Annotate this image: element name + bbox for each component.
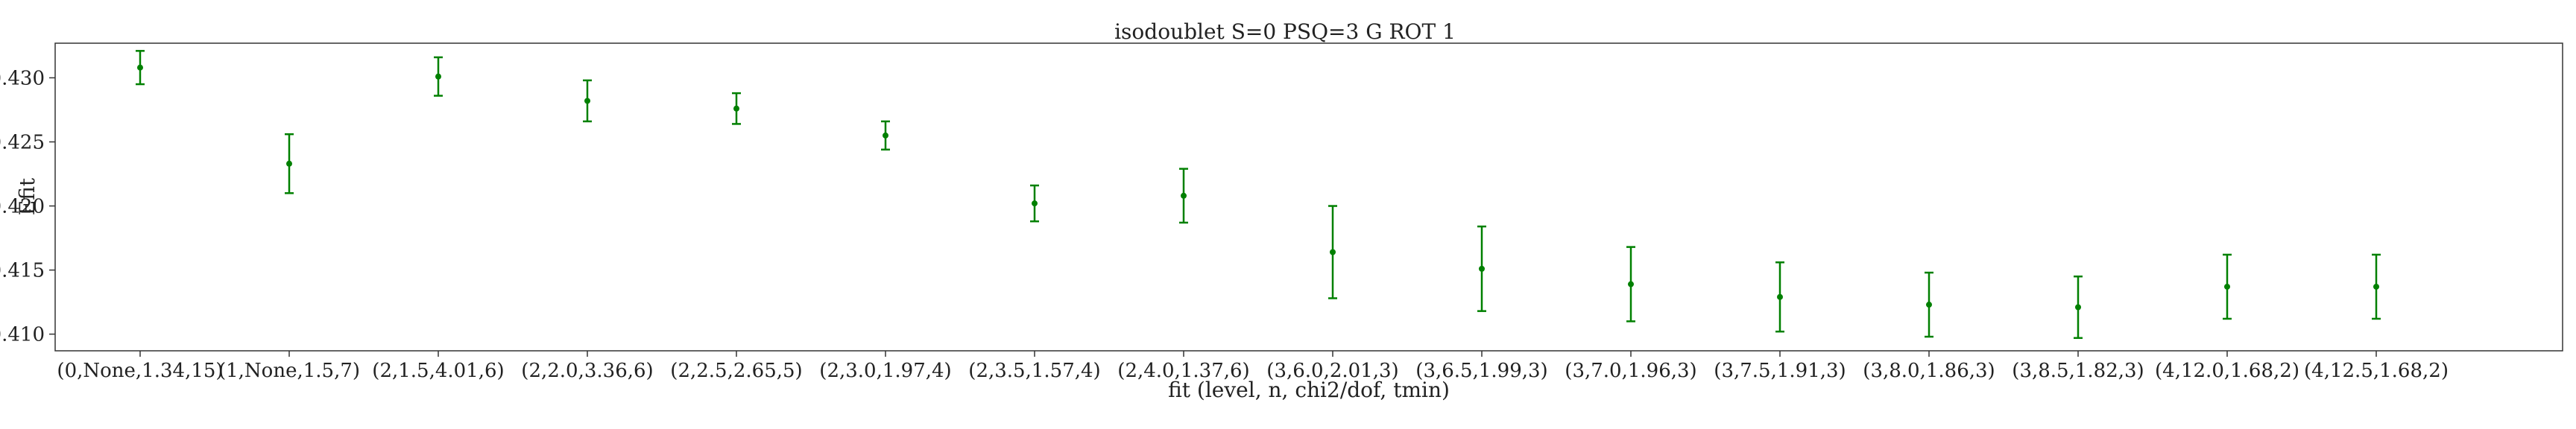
data-marks	[136, 50, 2381, 340]
data-point	[1181, 192, 1187, 199]
x-tick-label: (3,8.0,1.86,3)	[1863, 360, 1995, 382]
data-point	[1628, 281, 1634, 287]
x-tick-label: (1,None,1.5,7)	[218, 360, 360, 382]
x-tick-label: (4,12.0,1.68,2)	[2155, 360, 2299, 382]
x-tick-label: (3,6.0,2.01,3)	[1266, 360, 1398, 382]
x-tick-label: (2,2.5,2.65,5)	[670, 360, 802, 382]
data-point	[137, 64, 143, 71]
plot-area	[54, 42, 2563, 352]
y-tick-label: 0.410	[0, 324, 45, 346]
x-tick-label: (2,3.0,1.97,4)	[819, 360, 951, 382]
data-point	[286, 160, 292, 167]
data-point	[435, 73, 441, 80]
x-tick-label: (3,7.0,1.96,3)	[1565, 360, 1696, 382]
data-point	[2373, 283, 2379, 290]
data-point	[1330, 249, 1336, 255]
data-point	[733, 105, 739, 112]
x-axis-label: fit (level, n, chi2/dof, tmin)	[1168, 378, 1450, 402]
y-tick-label: 0.420	[0, 196, 45, 218]
chart-title: isodoublet S=0 PSQ=3 G ROT 1	[1114, 19, 1456, 44]
data-point	[1777, 293, 1783, 300]
x-tick-label: (3,6.5,1.99,3)	[1415, 360, 1547, 382]
x-tick-label: (2,1.5,4.01,6)	[372, 360, 504, 382]
y-axis-label: Efit	[15, 177, 40, 215]
x-tick-label: (2,3.5,1.57,4)	[968, 360, 1100, 382]
data-point	[1032, 200, 1038, 207]
x-tick-label: (3,8.5,1.82,3)	[2012, 360, 2144, 382]
x-tick-label: (4,12.5,1.68,2)	[2304, 360, 2449, 382]
x-tick-label: (2,4.0,1.37,6)	[1117, 360, 1249, 382]
data-point	[2224, 283, 2230, 290]
y-tick-label: 0.415	[0, 260, 45, 282]
x-tick-label: (3,7.5,1.91,3)	[1714, 360, 1846, 382]
x-tick-label: (0,None,1.34,15)	[57, 360, 223, 382]
data-point	[1479, 265, 1485, 272]
x-tick-label: (2,2.0,3.36,6)	[521, 360, 653, 382]
x-axis: (0,None,1.34,15)(1,None,1.5,7) (2,1.5,4.0…	[57, 351, 2449, 382]
y-tick-label: 0.425	[0, 132, 45, 154]
data-point	[2075, 304, 2081, 311]
y-axis: 0.410 0.415 0.420 0.425 0.430	[0, 67, 55, 346]
data-point	[1926, 302, 1932, 308]
data-point	[883, 132, 888, 139]
y-tick-label: 0.430	[0, 67, 45, 89]
data-point	[584, 98, 590, 104]
